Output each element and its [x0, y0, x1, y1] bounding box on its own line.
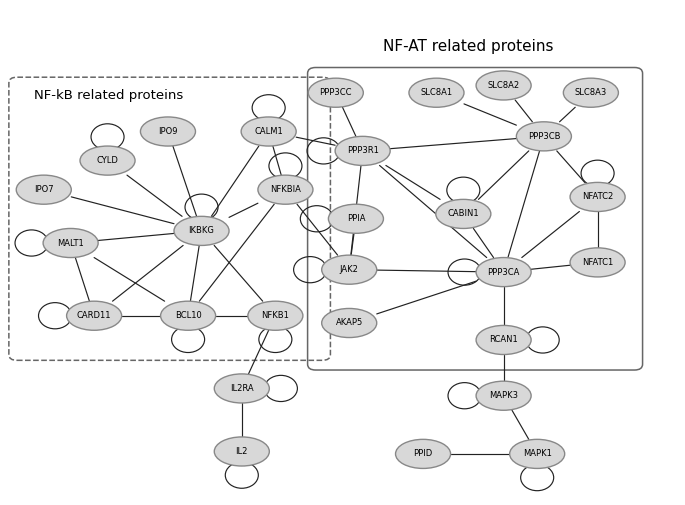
Ellipse shape	[43, 228, 98, 258]
Text: PPID: PPID	[414, 449, 433, 459]
Text: CYLD: CYLD	[97, 156, 119, 165]
Ellipse shape	[160, 301, 216, 330]
Text: PPP3CA: PPP3CA	[488, 268, 520, 277]
Text: NF-AT related proteins: NF-AT related proteins	[383, 39, 553, 54]
Text: NF-kB related proteins: NF-kB related proteins	[34, 89, 183, 102]
Ellipse shape	[436, 199, 491, 228]
Ellipse shape	[80, 146, 135, 175]
Text: SLC8A1: SLC8A1	[421, 88, 453, 97]
Text: IPO9: IPO9	[158, 127, 177, 136]
Ellipse shape	[516, 122, 571, 151]
Text: SLC8A2: SLC8A2	[488, 81, 520, 90]
Text: CALM1: CALM1	[254, 127, 283, 136]
Ellipse shape	[214, 437, 269, 466]
Text: PPIA: PPIA	[347, 214, 365, 223]
Text: SLC8A3: SLC8A3	[575, 88, 607, 97]
Ellipse shape	[322, 255, 377, 284]
Ellipse shape	[308, 78, 363, 107]
Ellipse shape	[409, 78, 464, 107]
Text: NFATC1: NFATC1	[582, 258, 613, 267]
Ellipse shape	[335, 136, 390, 166]
Ellipse shape	[563, 78, 619, 107]
Ellipse shape	[476, 325, 531, 355]
Text: NFKB1: NFKB1	[262, 311, 289, 320]
Ellipse shape	[174, 216, 229, 245]
Text: AKAP5: AKAP5	[336, 319, 363, 328]
Ellipse shape	[510, 439, 564, 469]
Text: NFKBIA: NFKBIA	[270, 185, 301, 194]
Text: PPP3CC: PPP3CC	[319, 88, 352, 97]
Text: NFATC2: NFATC2	[582, 192, 613, 201]
Text: CABIN1: CABIN1	[447, 210, 479, 219]
Ellipse shape	[570, 248, 625, 277]
Ellipse shape	[248, 301, 303, 330]
Ellipse shape	[570, 182, 625, 212]
Text: PPP3R1: PPP3R1	[347, 146, 379, 156]
Ellipse shape	[395, 439, 451, 469]
Ellipse shape	[214, 374, 269, 403]
Text: IL2: IL2	[236, 447, 248, 456]
Text: IKBKG: IKBKG	[188, 226, 214, 235]
Text: PPP3CB: PPP3CB	[527, 132, 560, 141]
Ellipse shape	[140, 117, 195, 146]
Text: JAK2: JAK2	[340, 265, 359, 274]
Text: BCL10: BCL10	[175, 311, 201, 320]
Ellipse shape	[241, 117, 296, 146]
Text: MALT1: MALT1	[58, 238, 84, 247]
Ellipse shape	[476, 381, 531, 410]
Text: IPO7: IPO7	[34, 185, 53, 194]
Ellipse shape	[16, 175, 71, 204]
Text: MAPK3: MAPK3	[489, 391, 518, 400]
Ellipse shape	[476, 258, 531, 287]
Ellipse shape	[66, 301, 122, 330]
Ellipse shape	[476, 71, 531, 100]
Ellipse shape	[322, 309, 377, 337]
Text: MAPK1: MAPK1	[523, 449, 551, 459]
Ellipse shape	[328, 204, 384, 233]
Ellipse shape	[258, 175, 313, 204]
Text: CARD11: CARD11	[77, 311, 112, 320]
Text: IL2RA: IL2RA	[230, 384, 253, 393]
Text: RCAN1: RCAN1	[489, 335, 518, 344]
